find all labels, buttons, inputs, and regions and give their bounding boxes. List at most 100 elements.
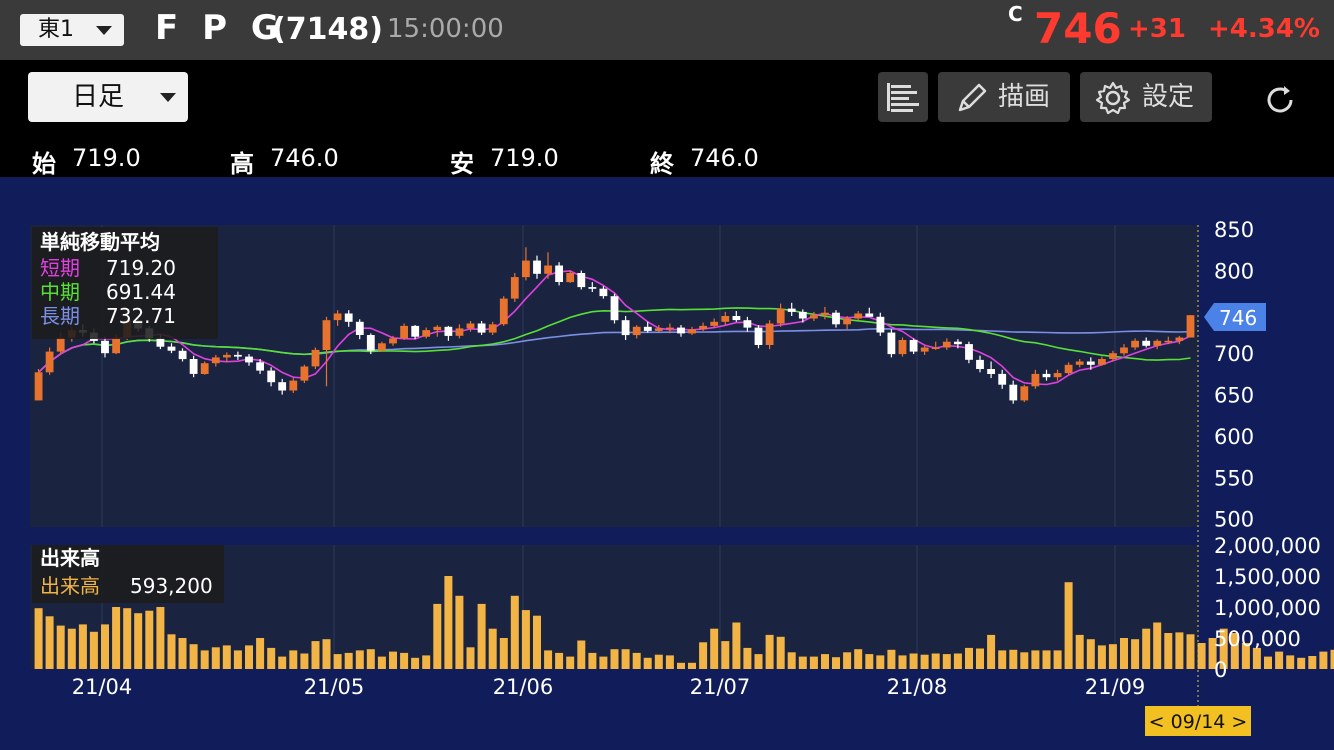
candle-body bbox=[223, 354, 231, 358]
draw-button[interactable]: 描画 bbox=[938, 72, 1070, 122]
candle-body bbox=[632, 326, 641, 336]
volume-bar bbox=[843, 652, 852, 669]
candle-body bbox=[389, 338, 397, 344]
date-tag[interactable]: < 09/14 > bbox=[1145, 706, 1251, 736]
volume-bar bbox=[976, 648, 984, 669]
refresh-button[interactable] bbox=[1260, 80, 1300, 120]
volume-bar bbox=[189, 644, 198, 669]
volume-bars bbox=[34, 576, 1334, 669]
volume-bar bbox=[787, 652, 796, 669]
candle-body bbox=[522, 260, 530, 278]
price-tick-label: 500 bbox=[1214, 508, 1254, 532]
candle-body bbox=[510, 277, 519, 299]
volume-bar bbox=[67, 628, 76, 669]
volume-bar bbox=[665, 655, 674, 669]
ma-legend: 単純移動平均 短期 719.20 中期 691.44 長期 732.71 bbox=[32, 227, 218, 339]
volume-bar bbox=[809, 656, 818, 669]
volume-bar bbox=[1164, 633, 1173, 669]
volume-bar bbox=[444, 576, 453, 669]
volume-bar bbox=[289, 650, 298, 669]
candle-body bbox=[378, 343, 386, 351]
depth-button[interactable] bbox=[878, 72, 928, 122]
volume-bar bbox=[654, 654, 663, 669]
pencil-icon bbox=[958, 83, 987, 112]
candle-body bbox=[754, 327, 763, 345]
candle-body bbox=[211, 357, 220, 364]
volume-bar bbox=[366, 649, 375, 669]
candle-body bbox=[743, 320, 752, 328]
candle-body bbox=[311, 349, 320, 367]
candle-body bbox=[588, 287, 597, 289]
chart-area[interactable]: 850 800 700 650 600 550 500 2,000,000 1,500,000… bbox=[0, 177, 1334, 750]
volume-bar bbox=[998, 650, 1007, 669]
volume-bar bbox=[355, 650, 364, 669]
date-axis: 21/04 21/05 21/06 21/07 21/08 21/09 bbox=[72, 675, 1146, 699]
settings-button[interactable]: 設定 bbox=[1080, 72, 1212, 122]
candle-body bbox=[1131, 340, 1139, 348]
stock-name: F P G bbox=[155, 8, 285, 48]
volume-legend-title: 出来高 bbox=[40, 546, 100, 570]
period-label: 日足 bbox=[72, 82, 125, 112]
volume-bar bbox=[488, 628, 497, 669]
volume-bar bbox=[56, 625, 65, 669]
volume-bar bbox=[754, 654, 763, 669]
price-tag-value: 746 bbox=[1219, 306, 1257, 330]
volume-bar bbox=[533, 615, 541, 669]
volume-bar bbox=[710, 628, 719, 669]
candle-body bbox=[599, 288, 608, 297]
volume-bar bbox=[1319, 651, 1328, 669]
volume-bar bbox=[377, 656, 386, 669]
close-flag: C bbox=[1008, 2, 1023, 26]
volume-bar bbox=[178, 638, 187, 669]
volume-bar bbox=[521, 610, 530, 669]
candle-body bbox=[887, 332, 896, 355]
stock-chart[interactable]: 850 800 700 650 600 550 500 2,000,000 1,500,000… bbox=[0, 177, 1334, 750]
volume-axis: 2,000,000 1,500,000 1,000,000 500,000 0 bbox=[1214, 534, 1321, 682]
date-tick-label: 21/04 bbox=[72, 675, 133, 699]
candle-body bbox=[45, 351, 54, 373]
volume-bar bbox=[610, 649, 619, 669]
volume-bar bbox=[887, 649, 896, 669]
volume-bar bbox=[499, 638, 508, 669]
market-select[interactable]: 東1 bbox=[20, 14, 124, 46]
volume-bar bbox=[632, 652, 641, 669]
candle-body bbox=[322, 320, 331, 350]
candle-body bbox=[1064, 364, 1073, 374]
candle-body bbox=[854, 313, 863, 319]
volume-bar bbox=[544, 650, 553, 669]
volume-bar bbox=[78, 624, 87, 669]
candle-body bbox=[865, 313, 874, 317]
volume-bar bbox=[101, 624, 109, 669]
close-value: 746.0 bbox=[690, 144, 759, 172]
close-label: 終 bbox=[650, 150, 674, 178]
candle-body bbox=[843, 318, 851, 325]
volume-bar bbox=[344, 652, 353, 669]
candle-body bbox=[411, 325, 420, 337]
volume-bar bbox=[1264, 656, 1272, 669]
caret-down-icon bbox=[96, 26, 112, 35]
volume-bar bbox=[211, 647, 220, 669]
period-select[interactable]: 日足 bbox=[28, 72, 188, 122]
volume-bar bbox=[45, 616, 54, 669]
candle-body bbox=[499, 298, 508, 325]
volume-tick-label: 1,000,000 bbox=[1214, 596, 1321, 620]
volume-bar bbox=[743, 647, 752, 669]
candle-body bbox=[942, 341, 951, 348]
candle-body bbox=[577, 273, 586, 288]
candle-body bbox=[444, 326, 453, 336]
low-value: 719.0 bbox=[490, 144, 559, 172]
candle-body bbox=[34, 372, 43, 401]
candle-body bbox=[909, 340, 918, 352]
candle-body bbox=[721, 316, 730, 322]
volume-bar bbox=[953, 653, 962, 669]
candlesticks bbox=[34, 247, 1195, 404]
volume-bar bbox=[1020, 652, 1029, 669]
short-ma-value: 719.20 bbox=[106, 256, 176, 280]
volume-bar bbox=[245, 645, 253, 669]
volume-bar bbox=[865, 654, 874, 669]
candle-body bbox=[776, 308, 785, 324]
high-label: 高 bbox=[230, 150, 254, 178]
candle-body bbox=[710, 321, 719, 326]
date-tag-label: < 09/14 > bbox=[1149, 711, 1248, 733]
volume-bar bbox=[1208, 638, 1217, 669]
